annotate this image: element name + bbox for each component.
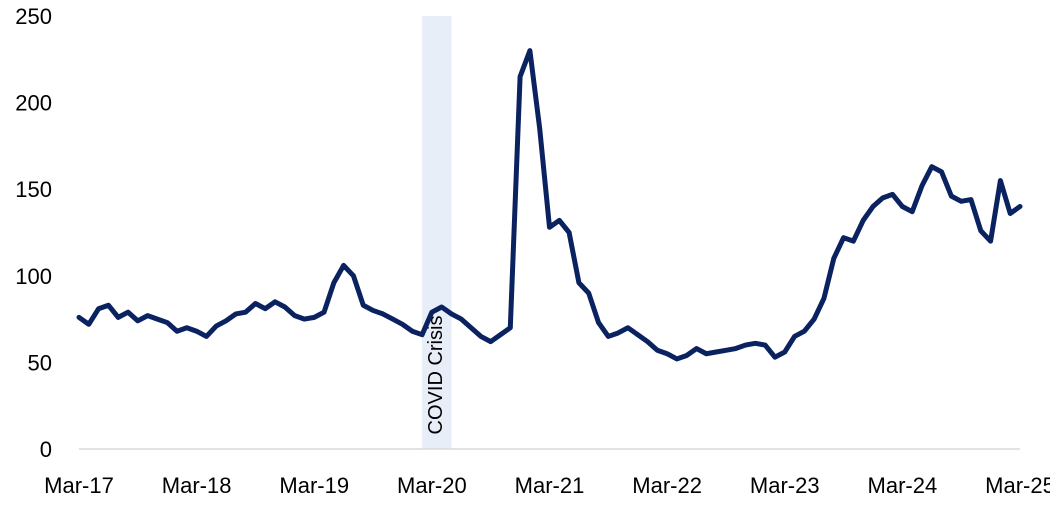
x-tick-mar-17: Mar-17 [44,473,114,498]
series-line [76,48,1023,362]
covid-crisis-label: COVID Crisis [425,316,447,435]
y-tick-200: 200 [15,91,52,116]
x-tick-mar-18: Mar-18 [162,473,232,498]
covid-crisis-band-rect [422,16,452,449]
y-tick-100: 100 [15,264,52,289]
x-tick-mar-20: Mar-20 [397,473,467,498]
y-tick-250: 250 [15,4,52,29]
y-tick-50: 50 [28,350,52,375]
x-tick-mar-24: Mar-24 [868,473,938,498]
y-tick-150: 150 [15,177,52,202]
x-tick-mar-25: Mar-25 [985,473,1050,498]
covid-crisis-band: COVID Crisis [422,16,452,449]
x-tick-mar-23: Mar-23 [750,473,820,498]
x-tick-mar-22: Mar-22 [632,473,702,498]
x-tick-mar-19: Mar-19 [279,473,349,498]
y-tick-0: 0 [40,437,52,462]
x-axis-ticks: Mar-17 Mar-18 Mar-19 Mar-20 Mar-21 Mar-22 Mar-… [44,473,1050,498]
y-axis-ticks: 0 50 100 150 200 250 [15,4,52,462]
x-tick-mar-21: Mar-21 [515,473,585,498]
